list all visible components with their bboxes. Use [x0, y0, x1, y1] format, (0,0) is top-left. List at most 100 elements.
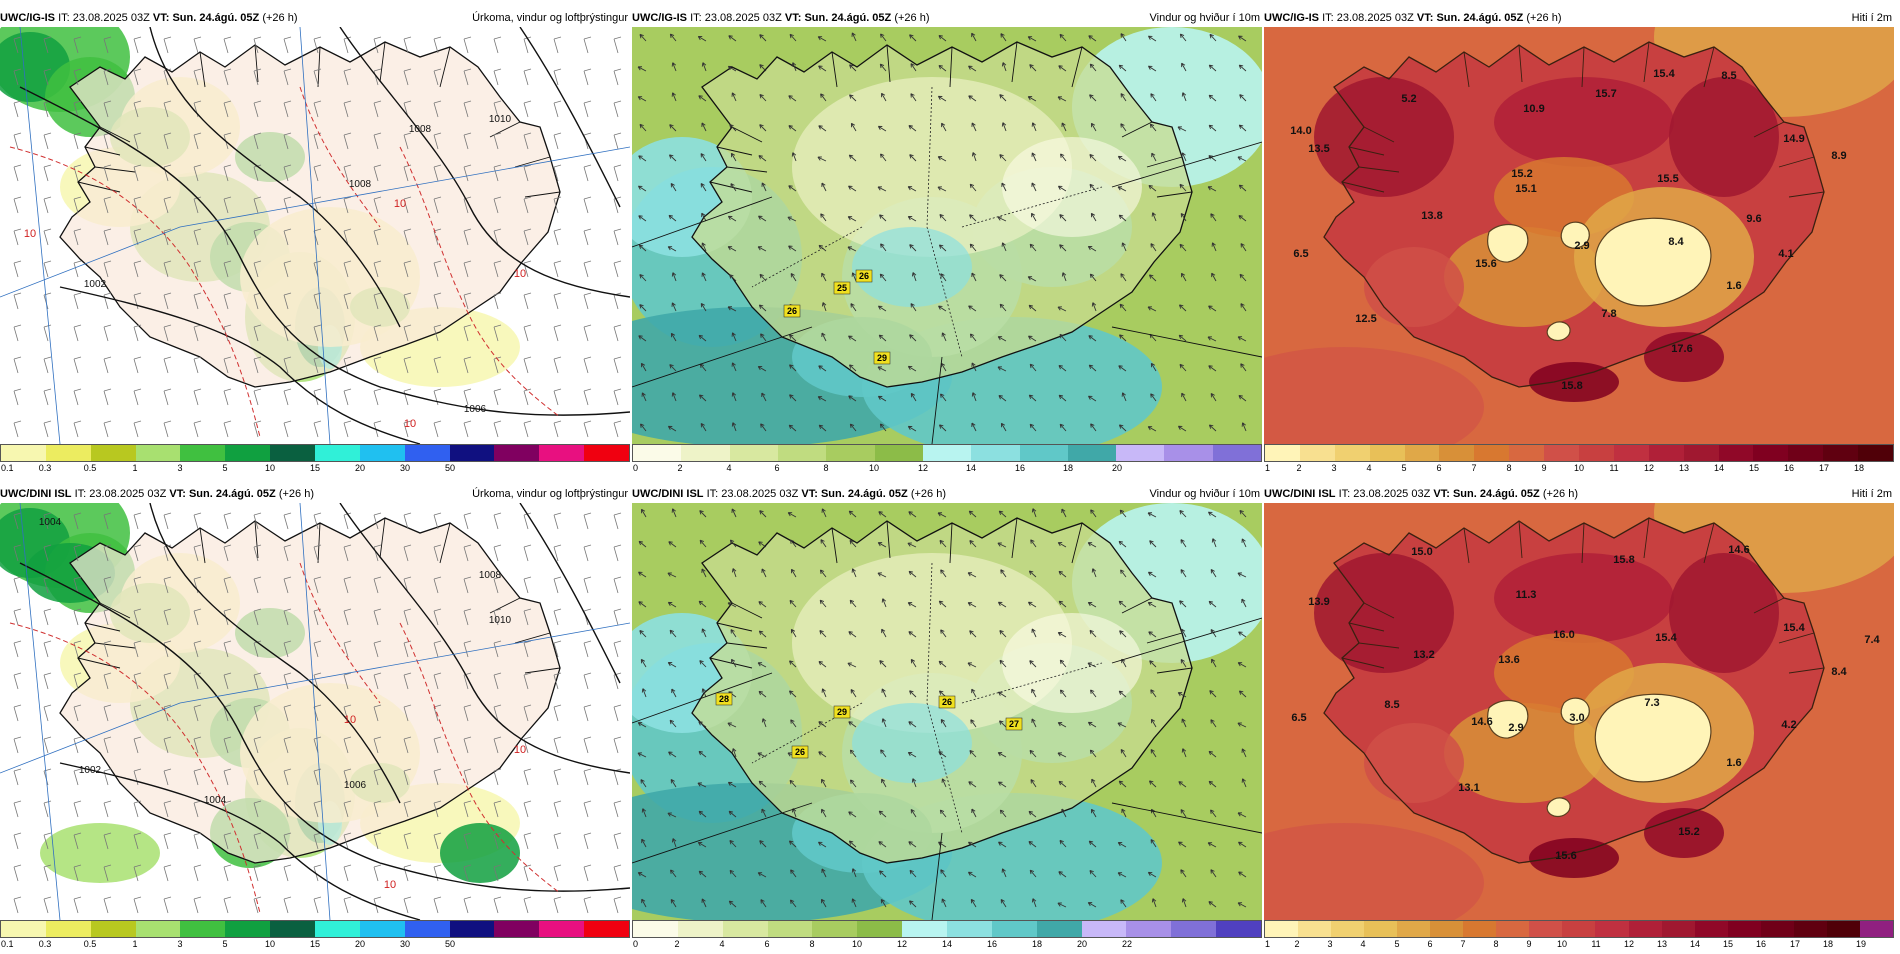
gust-marker: 26	[938, 695, 956, 709]
colorbar-tick: 9	[1541, 463, 1547, 473]
colorbar-swatches	[632, 444, 1262, 462]
colorbar: 1 2 3 4 5 6 7 8 9 10 11 12 13 14 15 16 17 18 19	[1264, 920, 1894, 950]
colorbar-tick: 50	[444, 463, 456, 473]
colorbar: 0.1 0.3 0.5 1 3 5 10 15 20 30 50	[0, 444, 630, 474]
map-canvas[interactable]: 15.4 8.5 5.2 15.7 14.0 10.9 13.5 15.2 14.9 8.9 15.…	[1264, 27, 1894, 444]
gust-label: 26	[942, 697, 952, 707]
map-temp[interactable]: 15.0 15.8 14.6 11.3 13.9 16.0 15.4 7.4 13.2 13.6 1…	[1264, 503, 1894, 920]
gust-label: 26	[787, 306, 797, 316]
init-time: 23.08.2025 03Z	[1336, 12, 1414, 24]
temperature-label: 4.2	[1781, 719, 1796, 731]
colorbar-swatch	[1116, 445, 1165, 461]
colorbar-swatch	[1081, 921, 1127, 937]
colorbar-tick: 12	[1643, 463, 1655, 473]
colorbar-swatch	[729, 445, 778, 461]
isobar-label: 1006	[344, 780, 367, 791]
map-canvas[interactable]: 28 29 26 26 27	[632, 503, 1262, 920]
colorbar-tick: 8	[1493, 939, 1499, 949]
colorbar-swatch	[45, 445, 91, 461]
colorbar-tick: 17	[1818, 463, 1830, 473]
colorbar-swatch	[1788, 445, 1824, 461]
colorbar-swatch	[922, 445, 972, 461]
panel-title: Hiti í 2m	[1851, 488, 1892, 500]
isobar-label: 1002	[79, 765, 102, 776]
colorbar-tick: 11	[1609, 463, 1619, 473]
colorbar-swatches	[1264, 444, 1894, 462]
it-label: IT:	[706, 488, 719, 500]
isobar-label: 1010	[489, 114, 512, 125]
panel-header: UWC/DINI ISL IT: 23.08.2025 03Z VT: Sun.…	[632, 486, 1262, 502]
map-precip[interactable]: 1008 1008 1002 1010 1006 10 10 10 10	[0, 27, 630, 444]
colorbar-ticks: 1 2 3 4 5 6 7 8 9 10 11 12 13 14 15 16 17 18	[1264, 463, 1894, 475]
colorbar-ticks: 0.1 0.3 0.5 1 3 5 10 15 20 30 50	[0, 463, 630, 475]
temperature-label: 8.4	[1831, 666, 1847, 678]
map-precip[interactable]: 1004 1008 1010 1002 1004 1006 10 10 10	[0, 503, 630, 920]
colorbar-swatch	[225, 445, 271, 461]
isobar-label: 1010	[489, 615, 512, 626]
temperature-label: 15.4	[1655, 632, 1677, 644]
colorbar-swatch	[1397, 921, 1431, 937]
colorbar-tick: 16	[1783, 463, 1795, 473]
colorbar-swatch	[947, 921, 992, 937]
colorbar-tick: 3	[177, 939, 183, 949]
temperature-label: 9.6	[1746, 213, 1761, 225]
it-label: IT:	[74, 488, 87, 500]
colorbar-swatch	[1212, 445, 1262, 461]
colorbar-tick: 2	[1296, 463, 1302, 473]
vt-label: VT:	[1416, 12, 1434, 24]
colorbar-swatch	[1496, 921, 1530, 937]
colorbar-swatches	[0, 444, 630, 462]
isotherm-label: 10	[384, 879, 396, 891]
temperature-label: 13.2	[1413, 649, 1434, 661]
colorbar-tick: 12	[896, 939, 908, 949]
colorbar-tick: 7	[1471, 463, 1477, 473]
colorbar-swatch	[404, 921, 450, 937]
temperature-label: 1.6	[1726, 280, 1741, 292]
isobar-label: 1008	[349, 179, 372, 190]
colorbar-tick: 50	[444, 939, 456, 949]
colorbar-tick: 4	[726, 463, 732, 473]
panel-title: Hiti í 2m	[1851, 12, 1892, 24]
colorbar-tick: 22	[1121, 939, 1133, 949]
colorbar-swatch	[681, 445, 730, 461]
temperature-label: 13.1	[1458, 782, 1479, 794]
colorbar-tick: 4	[1360, 939, 1366, 949]
map-canvas[interactable]: 25 26 26 29	[632, 27, 1262, 444]
colorbar-tick: 0	[633, 939, 639, 949]
colorbar-tick: 3	[1327, 939, 1333, 949]
colorbar-tick: 3	[1331, 463, 1337, 473]
vt-label: VT:	[152, 12, 170, 24]
colorbar-swatch	[135, 445, 181, 461]
isotherm-label: 10	[344, 714, 356, 726]
colorbar-tick: 8	[809, 939, 815, 949]
panel-temp: UWC/DINI ISL IT: 23.08.2025 03Z VT: Sun.…	[1264, 486, 1894, 954]
temperature-label: 13.9	[1308, 596, 1329, 608]
temperature-label: 15.8	[1561, 380, 1582, 392]
map-temp[interactable]: 15.4 8.5 5.2 15.7 14.0 10.9 13.5 15.2 14.9 8.9 15.…	[1264, 27, 1894, 444]
colorbar-swatch	[1171, 921, 1217, 937]
gust-label: 25	[837, 283, 847, 293]
colorbar-swatch	[1067, 445, 1117, 461]
temperature-label: 12.5	[1355, 313, 1376, 325]
temperature-label: 8.9	[1831, 150, 1846, 162]
colorbar-swatch	[1529, 921, 1563, 937]
map-wind[interactable]: 25 26 26 29	[632, 27, 1262, 444]
gust-marker: 29	[833, 705, 851, 719]
model-name: UWC/DINI ISL	[632, 488, 704, 500]
valid-time: Sun. 24.ágú. 05Z	[804, 12, 892, 24]
colorbar-swatch	[270, 921, 316, 937]
valid-time: Sun. 24.ágú. 05Z	[172, 12, 260, 24]
gust-marker: 27	[1005, 717, 1023, 731]
map-canvas[interactable]: 15.0 15.8 14.6 11.3 13.9 16.0 15.4 7.4 13.2 13.6 1…	[1264, 503, 1894, 920]
colorbar-ticks: 0.1 0.3 0.5 1 3 5 10 15 20 30 50	[0, 939, 630, 951]
map-wind[interactable]: 28 29 26 26 27	[632, 503, 1262, 920]
colorbar-swatch	[449, 921, 495, 937]
colorbar-ticks: 1 2 3 4 5 6 7 8 9 10 11 12 13 14 15 16 17 18 19	[1264, 939, 1894, 951]
init-time: 23.08.2025 03Z	[704, 12, 782, 24]
lead-time: (+26 h)	[278, 488, 314, 500]
colorbar-tick: 5	[1394, 939, 1400, 949]
it-label: IT:	[1338, 488, 1351, 500]
